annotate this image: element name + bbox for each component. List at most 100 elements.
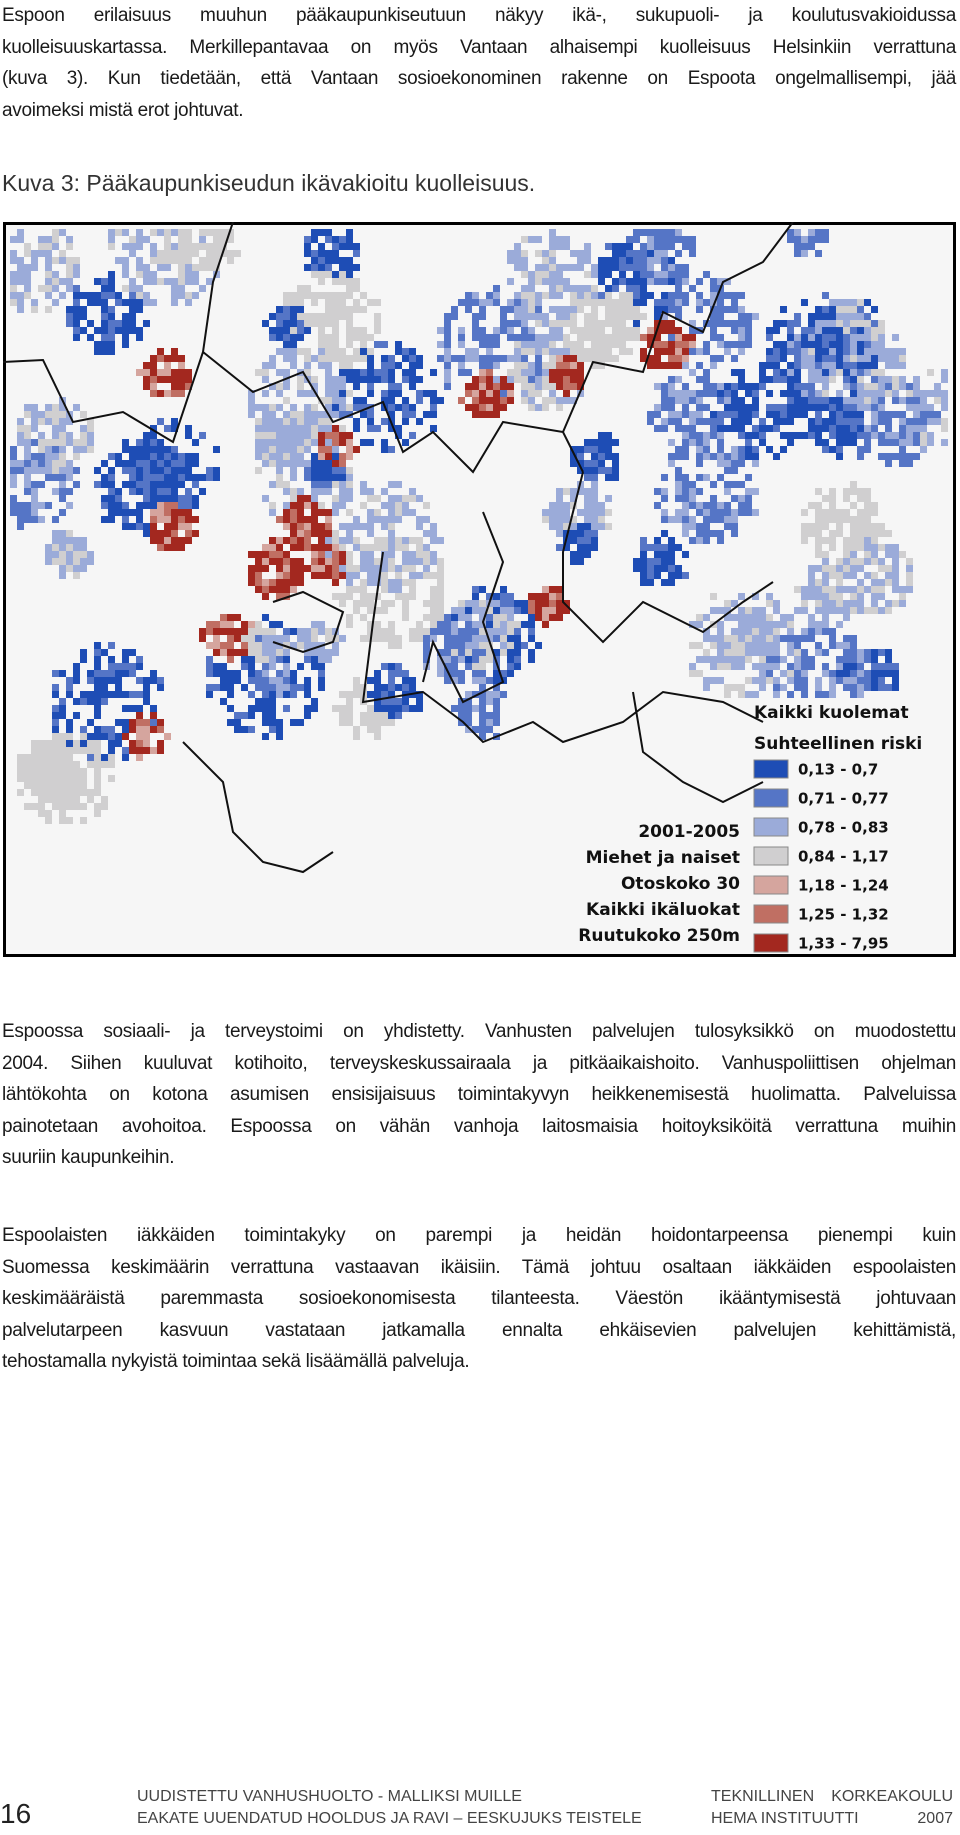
map-cell — [787, 236, 794, 243]
map-cell — [717, 418, 724, 425]
map-cell — [822, 572, 829, 579]
map-cell — [738, 684, 745, 691]
map-cell — [409, 579, 416, 586]
map-cell — [906, 439, 913, 446]
map-cell — [773, 600, 780, 607]
map-cell — [745, 439, 752, 446]
map-cell — [514, 348, 521, 355]
map-cell — [885, 432, 892, 439]
map-cell — [549, 397, 556, 404]
map-cell — [843, 551, 850, 558]
map-cell — [829, 488, 836, 495]
map-cell — [122, 320, 129, 327]
map-cell — [626, 285, 633, 292]
map-cell — [318, 327, 325, 334]
map-cell — [822, 292, 829, 299]
map-cell — [24, 278, 31, 285]
map-cell — [528, 348, 535, 355]
map-cell — [521, 236, 528, 243]
map-cell — [45, 306, 52, 313]
map-cell — [836, 439, 843, 446]
map-cell — [409, 635, 416, 642]
map-cell — [899, 376, 906, 383]
map-cell — [73, 327, 80, 334]
map-cell — [801, 509, 808, 516]
map-cell — [297, 663, 304, 670]
map-cell — [10, 474, 17, 481]
map-cell — [626, 257, 633, 264]
map-cell — [143, 236, 150, 243]
map-cell — [570, 250, 577, 257]
map-cell — [276, 334, 283, 341]
map-cell — [318, 250, 325, 257]
map-cell — [864, 523, 871, 530]
map-cell — [703, 656, 710, 663]
map-cell — [381, 600, 388, 607]
map-cell — [878, 369, 885, 376]
map-cell — [801, 348, 808, 355]
text-line: avoimeksi mistä erot johtuvat. — [2, 99, 244, 121]
map-cell — [311, 628, 318, 635]
map-cell — [815, 509, 822, 516]
map-cell — [591, 502, 598, 509]
map-cell — [45, 551, 52, 558]
map-cell — [59, 481, 66, 488]
map-cell — [241, 635, 248, 642]
map-cell — [115, 495, 122, 502]
map-cell — [24, 285, 31, 292]
map-cell — [332, 341, 339, 348]
map-cell — [311, 698, 318, 705]
map-cell — [304, 649, 311, 656]
map-cell — [59, 572, 66, 579]
map-cell — [633, 285, 640, 292]
map-cell — [185, 264, 192, 271]
map-cell — [346, 306, 353, 313]
map-cell — [871, 432, 878, 439]
map-cell — [878, 523, 885, 530]
map-cell — [304, 355, 311, 362]
map-cell — [801, 537, 808, 544]
map-cell — [507, 642, 514, 649]
map-cell — [262, 404, 269, 411]
map-cell — [640, 537, 647, 544]
map-cell — [822, 236, 829, 243]
map-cell — [332, 348, 339, 355]
map-cell — [346, 271, 353, 278]
map-cell — [829, 502, 836, 509]
map-cell — [332, 467, 339, 474]
map-cell — [682, 425, 689, 432]
map-cell — [150, 243, 157, 250]
map-cell — [857, 677, 864, 684]
map-cell — [661, 530, 668, 537]
map-cell — [815, 236, 822, 243]
map-cell — [871, 530, 878, 537]
map-cell — [444, 369, 451, 376]
map-cell — [808, 586, 815, 593]
map-cell — [829, 509, 836, 516]
map-cell — [59, 670, 66, 677]
map-cell — [255, 621, 262, 628]
map-cell — [311, 411, 318, 418]
map-cell — [227, 719, 234, 726]
map-cell — [129, 292, 136, 299]
map-cell — [332, 257, 339, 264]
map-cell — [325, 390, 332, 397]
map-cell — [878, 544, 885, 551]
map-cell — [570, 523, 577, 530]
map-cell — [234, 719, 241, 726]
map-cell — [87, 334, 94, 341]
map-cell — [122, 516, 129, 523]
map-cell — [892, 432, 899, 439]
map-cell — [836, 572, 843, 579]
map-cell — [458, 369, 465, 376]
map-cell — [794, 355, 801, 362]
map-cell — [927, 418, 934, 425]
map-cell — [521, 250, 528, 257]
map-cell — [129, 285, 136, 292]
map-cell — [794, 404, 801, 411]
map-cell — [885, 418, 892, 425]
map-cell — [164, 257, 171, 264]
map-cell — [325, 460, 332, 467]
map-cell — [717, 411, 724, 418]
map-cell — [794, 334, 801, 341]
